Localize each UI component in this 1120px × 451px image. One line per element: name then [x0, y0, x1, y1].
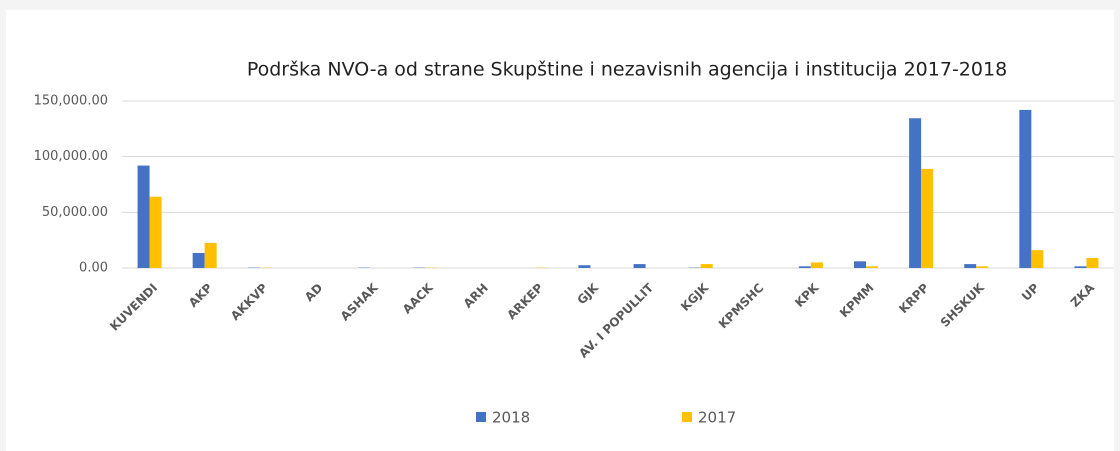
- legend-swatch: [476, 412, 486, 422]
- bar: [909, 118, 922, 268]
- y-tick-label: 50,000.00: [42, 205, 108, 220]
- bar: [1086, 257, 1099, 268]
- bar: [798, 266, 811, 268]
- bar: [149, 196, 162, 268]
- bar: [976, 266, 989, 268]
- bar: [854, 261, 866, 268]
- y-tick-label: 0.00: [79, 261, 108, 276]
- y-tick-label: 150,000.00: [34, 94, 108, 109]
- bar: [1019, 109, 1032, 268]
- bar: [921, 168, 934, 268]
- bar: [1031, 250, 1044, 268]
- bar: [192, 252, 205, 268]
- bar: [810, 262, 823, 268]
- bar: [1074, 266, 1087, 268]
- legend-swatch: [682, 412, 692, 422]
- bar: [204, 242, 217, 268]
- bar: [633, 264, 646, 268]
- bar: [137, 165, 150, 268]
- bar: [866, 266, 878, 268]
- bar: [964, 264, 977, 268]
- y-tick-label: 100,000.00: [34, 149, 108, 164]
- legend-label: 2018: [492, 409, 530, 427]
- chart-title: Podrška NVO-a od strane Skupštine i neza…: [247, 59, 1007, 81]
- legend-label: 2017: [698, 409, 736, 427]
- bar: [700, 264, 713, 268]
- bar: [578, 265, 591, 268]
